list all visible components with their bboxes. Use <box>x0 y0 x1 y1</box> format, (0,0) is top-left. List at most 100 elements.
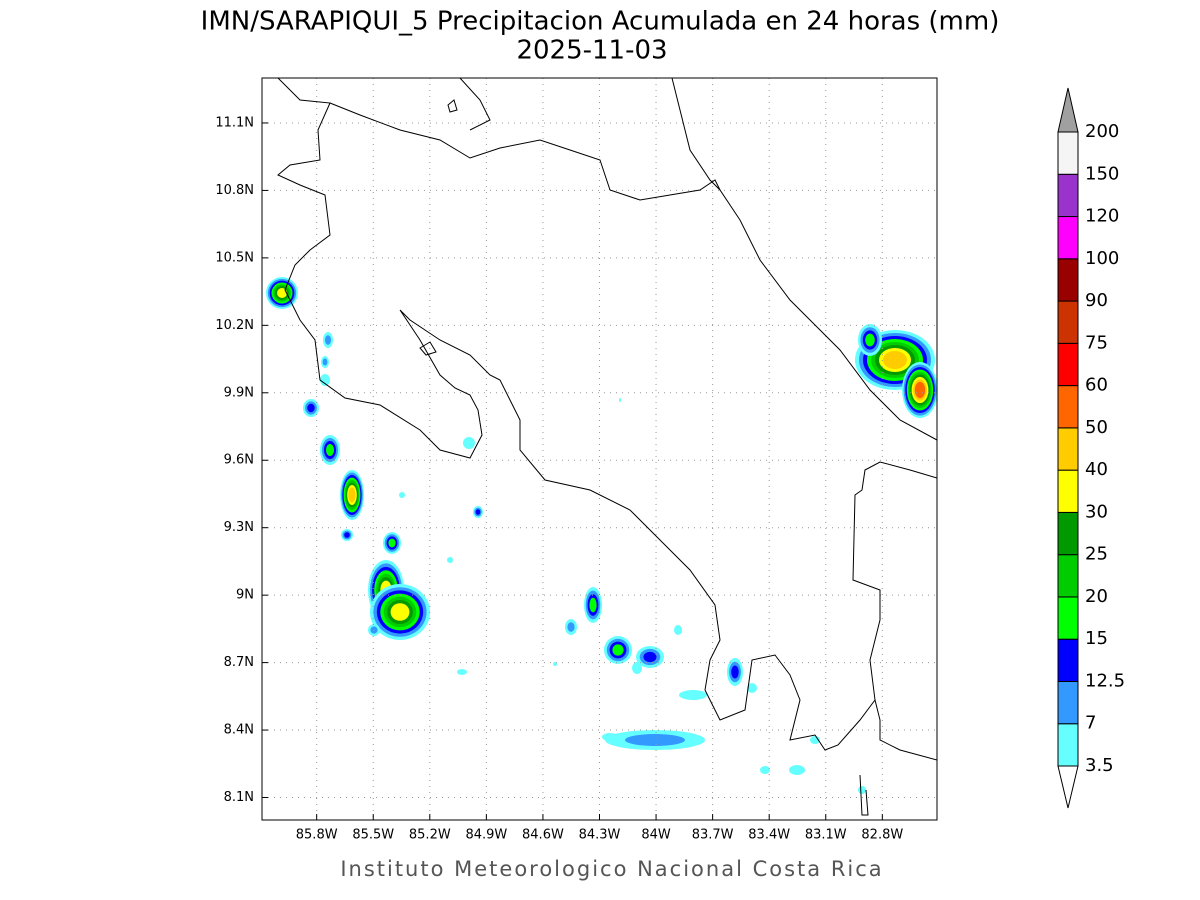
colorbar-segment <box>1057 511 1079 556</box>
rain-cell <box>632 662 642 674</box>
colorbar-label: 15 <box>1085 628 1108 649</box>
y-tick-label: 8.7N <box>224 655 254 670</box>
colorbar-label: 25 <box>1085 544 1108 565</box>
rain-cell <box>747 683 757 693</box>
footer: Instituto Meteorologico Nacional Costa R… <box>340 857 883 881</box>
x-tick-label: 85.2W <box>409 828 451 843</box>
y-tick-label: 8.4N <box>224 723 254 738</box>
rain-cell <box>326 444 334 456</box>
colorbar-segment <box>1057 216 1079 260</box>
rain-cell <box>325 335 331 345</box>
rain-cell <box>731 665 739 679</box>
rain-cell <box>858 786 866 794</box>
colorbar-below <box>1057 765 1079 809</box>
island <box>419 341 437 356</box>
colorbar-label: 50 <box>1085 417 1108 438</box>
pacific-coast <box>277 78 937 761</box>
rain-cell <box>307 403 315 413</box>
colorbar-label: 7 <box>1085 713 1096 734</box>
rain-cell <box>475 509 481 515</box>
x-tick-label: 83.7W <box>692 828 734 843</box>
y-tick-label: 9N <box>236 588 254 603</box>
map <box>262 78 937 820</box>
rain-cell <box>457 669 467 675</box>
rain-cell <box>589 597 597 613</box>
colorbar-label: 150 <box>1085 163 1119 184</box>
colorbar-label: 30 <box>1085 501 1108 522</box>
x-tick-label: 85.8W <box>296 828 338 843</box>
lake-coast <box>459 78 491 131</box>
colorbar-segment <box>1057 131 1079 175</box>
rain-cell <box>679 690 707 700</box>
y-tick-label: 11.1N <box>215 115 254 130</box>
rain-cell <box>344 532 350 538</box>
x-tick-label: 83.4W <box>748 828 790 843</box>
caribbean-coast <box>671 78 937 441</box>
rain-cell <box>674 625 682 635</box>
colorbar-segment <box>1057 596 1079 640</box>
rain-cell <box>883 351 907 369</box>
colorbar-segment <box>1057 342 1079 387</box>
rain-cell <box>619 398 621 402</box>
x-tick-label: 84.6W <box>522 828 564 843</box>
coastlines <box>277 78 937 816</box>
colorbar-label: 12.5 <box>1085 670 1125 691</box>
colorbar-segment <box>1057 385 1079 429</box>
colorbar-segment <box>1057 300 1079 344</box>
panama-border <box>852 461 937 701</box>
rain-cell <box>914 381 926 399</box>
y-tick-label: 9.6N <box>224 453 254 468</box>
x-tick-label: 84.3W <box>579 828 621 843</box>
rain-cell <box>399 492 405 498</box>
x-tick-label: 84.9W <box>465 828 507 843</box>
colorbar-segment <box>1057 723 1079 767</box>
rain-cell <box>320 374 330 386</box>
y-tick-label: 8.1N <box>224 790 254 805</box>
x-tick-label: 84W <box>641 828 671 843</box>
rain-cell <box>567 622 575 632</box>
rain-cell <box>322 358 328 366</box>
rain-cell <box>390 603 410 621</box>
colorbar-above <box>1057 87 1079 133</box>
colorbar-label: 100 <box>1085 248 1119 269</box>
rain-cell <box>348 487 356 503</box>
title: IMN/SARAPIQUI_5 Precipitacion Acumulada … <box>201 7 1000 37</box>
colorbar-label: 40 <box>1085 459 1108 480</box>
precipitation <box>266 277 937 794</box>
colorbar-segment <box>1057 638 1079 682</box>
colorbar-label: 90 <box>1085 290 1108 311</box>
colorbar-label: 120 <box>1085 206 1119 227</box>
colorbar-segment <box>1057 554 1079 598</box>
rain-cell <box>370 626 378 634</box>
y-tick-label: 10.5N <box>215 250 254 265</box>
colorbar-segment <box>1057 427 1079 471</box>
y-tick-label: 9.3N <box>224 520 254 535</box>
colorbar-segment <box>1057 469 1079 513</box>
rain-cell <box>447 557 453 563</box>
y-tick-label: 10.8N <box>215 183 254 198</box>
colorbar-label: 20 <box>1085 586 1108 607</box>
subtitle: 2025-11-03 <box>516 36 667 66</box>
rain-cell <box>388 538 396 548</box>
colorbar-label: 60 <box>1085 375 1108 396</box>
rain-cell <box>276 287 288 299</box>
colorbar: 3.5 7 12.5 15 20 25 30 40 50 60 75 90 100 120 150 200 <box>1057 87 1125 809</box>
colorbar-label: 75 <box>1085 332 1108 353</box>
x-tick-label: 82.8W <box>861 828 903 843</box>
colorbar-segment <box>1057 173 1079 218</box>
x-tick-label: 85.5W <box>352 828 394 843</box>
rain-cell <box>760 766 770 774</box>
peninsula <box>859 774 869 816</box>
axes: 85.8W 85.5W 85.2W 84.9W 84.6W 84.3W 84W 83.7W 83… <box>215 115 903 842</box>
nicaragua-border <box>329 102 721 201</box>
grid <box>262 78 937 820</box>
rain-cell <box>463 437 475 449</box>
colorbar-segment <box>1057 680 1079 725</box>
rain-cell <box>612 644 624 656</box>
rain-cell <box>643 651 657 663</box>
colorbar-label: 3.5 <box>1085 755 1114 776</box>
rain-cell <box>789 765 805 775</box>
y-tick-label: 9.9N <box>224 385 254 400</box>
rain-cell <box>625 734 685 746</box>
